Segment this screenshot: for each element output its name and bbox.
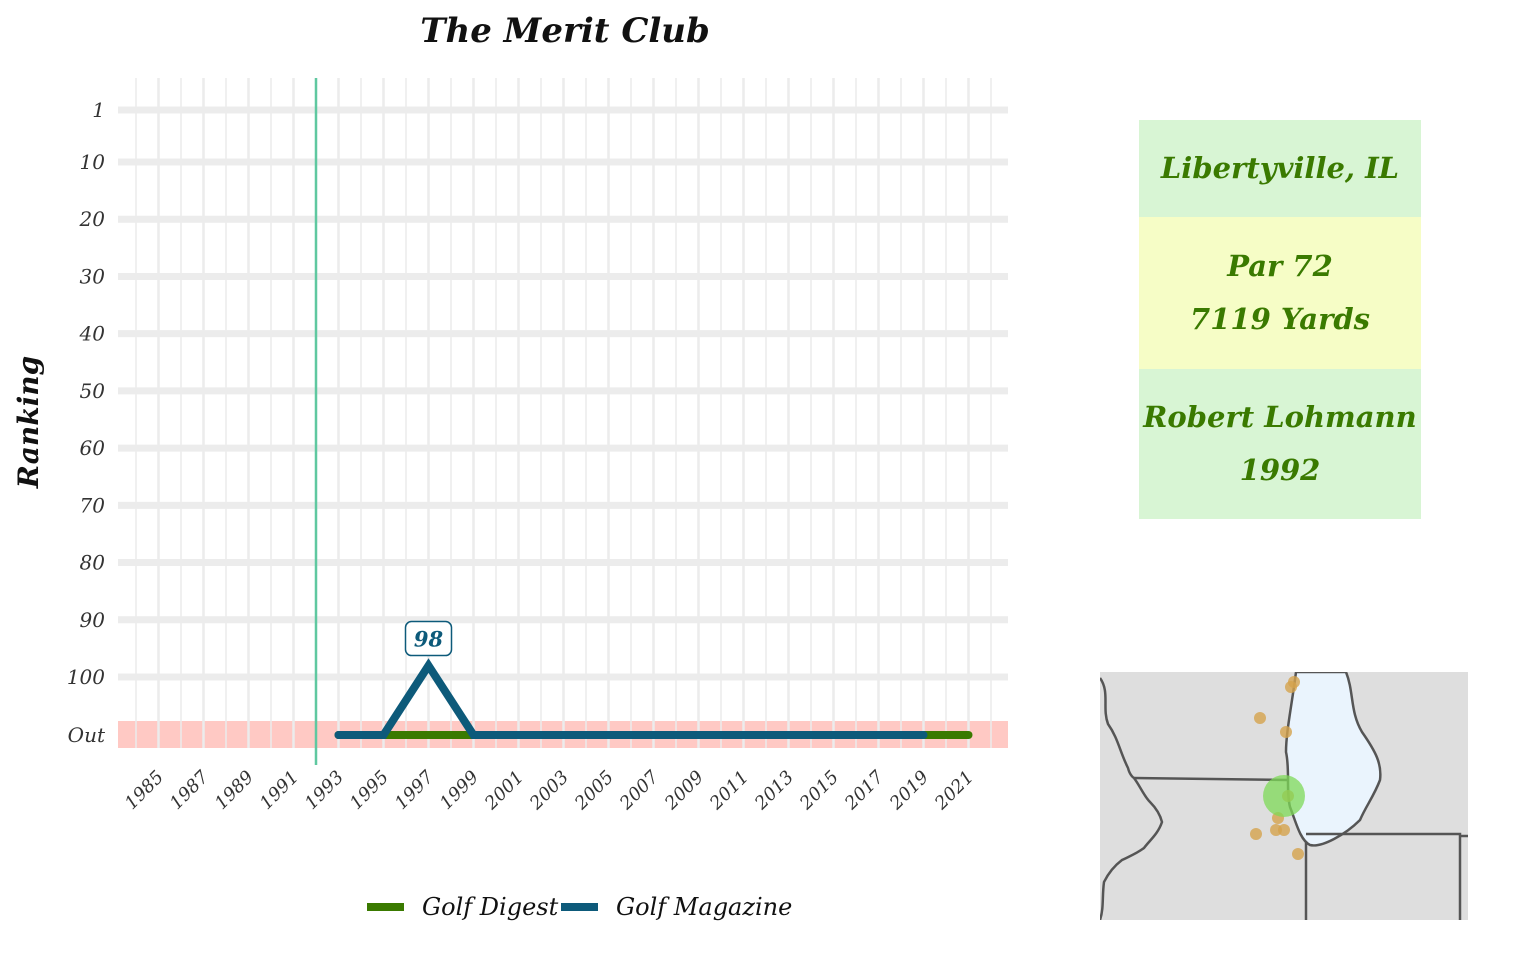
x-tick-label: 2009 [660,767,708,815]
x-tick-label: 1989 [211,767,258,814]
x-tick-label: 2005 [570,767,618,815]
course-stats-box: Par 72 7119 Yards [1139,217,1421,369]
grid-lines [118,78,1008,765]
x-tick-label: 1993 [301,767,348,814]
course-dot [1278,824,1290,836]
designer-box: Robert Lohmann 1992 [1139,369,1421,519]
x-tick-label: 1991 [256,767,303,814]
y-axis-ticks: 1 10 20 30 40 50 60 70 80 90 100 Out [67,98,106,747]
course-dot [1250,828,1262,840]
y-axis-label: Ranking [12,356,45,489]
this-course-marker [1263,775,1305,817]
y-tick-label: 1 [92,98,105,122]
course-dot [1254,712,1266,724]
state-border-west [1100,677,1135,780]
x-tick-label: 2019 [885,767,933,815]
lake-michigan [1284,672,1382,847]
course-dot [1285,681,1297,693]
x-tick-label: 2021 [930,767,978,815]
course-info-panel: Libertyville, IL Par 72 7119 Yards Rober… [1139,120,1421,519]
location-map [1100,672,1468,920]
state-border-in-mi [1306,832,1462,920]
y-tick-label: 60 [80,436,106,460]
annotations: 98 [404,620,453,657]
x-tick-label: 1987 [166,766,214,814]
x-tick-label: 2003 [525,767,573,815]
legend: Golf Digest Golf Magazine [367,893,792,921]
designed-year-text: 1992 [1239,453,1321,487]
chart-title: The Merit Club [420,11,710,51]
peak-label: 98 [414,627,444,652]
y-tick-label: 30 [80,264,106,288]
y-tick-label: 70 [80,493,106,517]
x-tick-label: 1999 [436,767,483,814]
series-lines [334,658,973,739]
x-tick-label: 2011 [705,767,753,815]
y-tick-label: 10 [80,150,106,174]
y-tick-label: 90 [80,608,106,632]
peak-label-box [404,620,453,657]
course-dot [1280,726,1292,738]
x-axis-ticks: 1985198719891991199319951997199920012003… [121,766,978,814]
state-border-wi-il [1133,776,1289,782]
y-tick-label: 20 [79,207,106,231]
x-tick-label: 1995 [346,767,393,814]
par-text: Par 72 [1227,249,1333,283]
map-svg [1100,672,1468,920]
x-tick-label: 2015 [795,767,843,815]
x-tick-label: 2001 [480,767,528,815]
location-text: Libertyville, IL [1160,151,1400,185]
designer-text: Robert Lohmann [1143,400,1417,434]
x-tick-label: 1985 [121,767,168,814]
x-tick-label: 2007 [615,766,663,814]
y-tick-label: 40 [79,322,106,346]
y-tick-label: 100 [67,665,105,689]
x-tick-label: 2017 [840,766,888,814]
yards-text: 7119 Yards [1190,302,1370,336]
course-dot [1292,848,1304,860]
legend-label: Golf Digest [422,893,559,921]
x-tick-label: 2013 [750,767,798,815]
x-tick-label: 1997 [391,766,439,814]
state-border-river [1100,777,1164,920]
series-line-golf-magazine [334,658,928,739]
y-tick-label: 50 [80,379,106,403]
y-tick-label: 80 [80,551,106,575]
y-tick-label: Out [68,723,106,747]
location-box: Libertyville, IL [1139,120,1421,217]
legend-label: Golf Magazine [616,893,792,921]
